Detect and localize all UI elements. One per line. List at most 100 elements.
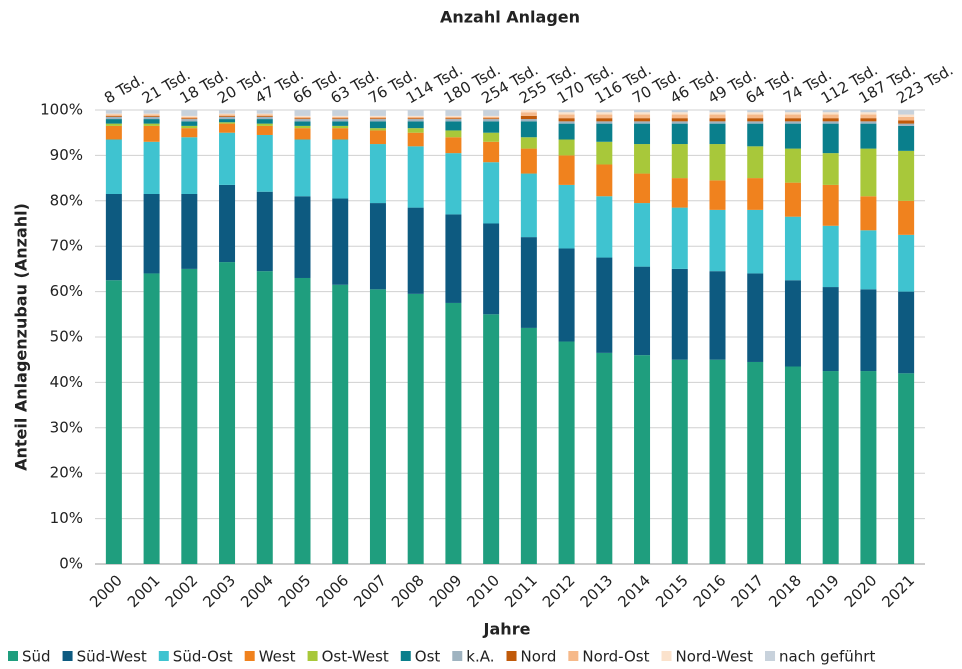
bar-segment (181, 116, 198, 119)
bar-segment (558, 121, 575, 124)
bar-segment (860, 289, 877, 372)
bar-segment (784, 110, 801, 113)
x-tick-label: 2007 (350, 571, 390, 611)
x-tick-label: 2005 (275, 571, 315, 611)
bar-segment (256, 125, 273, 135)
bar-segment (520, 115, 537, 120)
bar-segment (294, 277, 311, 564)
bar-segment (181, 121, 198, 126)
x-tick-label: 2013 (577, 571, 617, 611)
bar-segment (596, 164, 613, 197)
bar-segment (407, 115, 424, 117)
bar-segment (898, 150, 915, 201)
bar-segment (784, 148, 801, 183)
bar-segment (860, 371, 877, 564)
bar-segment (822, 225, 839, 288)
bar-segment (671, 207, 688, 269)
bar-segment (256, 271, 273, 564)
bar-segment (143, 114, 160, 116)
x-tick-label: 2009 (426, 571, 466, 611)
bar-segment (558, 139, 575, 156)
bar-segment (634, 121, 651, 124)
bar-segment (256, 191, 273, 272)
bar-segment (445, 214, 462, 303)
bar-segment (181, 115, 198, 117)
bar-segment (143, 273, 160, 564)
y-tick-label: 70% (50, 237, 83, 255)
bar-segment (520, 112, 537, 116)
bar-segment (369, 119, 386, 122)
bar-segment (520, 173, 537, 238)
bar-segment (709, 144, 726, 181)
bar-segment (784, 280, 801, 367)
bar-segment (747, 112, 764, 115)
bar-segment (181, 268, 198, 564)
bar-segment (558, 248, 575, 342)
bar-segment (671, 144, 688, 179)
bar-segment (105, 114, 122, 116)
bar-segment (332, 128, 349, 140)
bar-segment (369, 289, 386, 564)
bar-segment (294, 118, 311, 120)
bar-segment (369, 144, 386, 204)
bar-segment (671, 268, 688, 360)
bar-segment (105, 119, 122, 124)
bar-segment (483, 118, 500, 120)
x-tick-label: 2003 (199, 571, 239, 611)
legend-label: Süd (22, 648, 51, 666)
bar-segment (822, 118, 839, 122)
bar-segment (747, 123, 764, 147)
bar-segment (407, 146, 424, 208)
bar-segment (294, 119, 311, 122)
bar-segment (332, 116, 349, 119)
bar-segment (181, 110, 198, 116)
bar-segment (483, 223, 500, 315)
bar-segment (671, 114, 688, 119)
legend-swatch (400, 651, 411, 661)
chart-title: Anzahl Anlagen (440, 8, 580, 27)
bar-segment (407, 119, 424, 122)
x-tick-label: 2000 (86, 571, 126, 611)
bar-segment (634, 266, 651, 356)
bar-segment (671, 123, 688, 145)
bar-segment (256, 113, 273, 115)
y-tick-label: 50% (50, 328, 83, 346)
legend-label: Süd-Ost (173, 648, 233, 666)
bar-segment (634, 173, 651, 204)
bar-segment (445, 153, 462, 215)
y-tick-label: 20% (50, 464, 83, 482)
bar-segment (860, 112, 877, 115)
bar-segment (898, 200, 915, 235)
y-tick-label: 100% (40, 101, 83, 119)
bar-segment (520, 121, 537, 138)
bar-segment (219, 119, 236, 123)
bar-segment (709, 271, 726, 360)
bar-segment (747, 361, 764, 564)
y-tick-label: 0% (59, 555, 83, 573)
x-tick-label: 2015 (652, 571, 692, 611)
bar-segment (445, 130, 462, 138)
bar-segment (558, 155, 575, 185)
bar-segment (256, 123, 273, 126)
bar-segment (219, 114, 236, 116)
bar-segment (822, 110, 839, 113)
bar-segment (332, 139, 349, 199)
bar-segment (709, 209, 726, 272)
legend-swatch (62, 651, 73, 661)
bar-segment (105, 125, 122, 140)
bar-segment (860, 121, 877, 124)
bar-segment (634, 114, 651, 119)
bar-segment (520, 237, 537, 328)
bar-segment (181, 137, 198, 194)
bar-segment (558, 123, 575, 140)
y-tick-label: 10% (50, 509, 83, 527)
bar-segment (596, 112, 613, 115)
y-tick-label: 90% (50, 146, 83, 164)
bar-segment (105, 193, 122, 281)
bar-segment (219, 184, 236, 263)
bar-segment (558, 184, 575, 249)
bar-segment (483, 132, 500, 142)
bar-segment (596, 110, 613, 113)
bar-segment (483, 121, 500, 133)
bar-segment (445, 110, 462, 116)
